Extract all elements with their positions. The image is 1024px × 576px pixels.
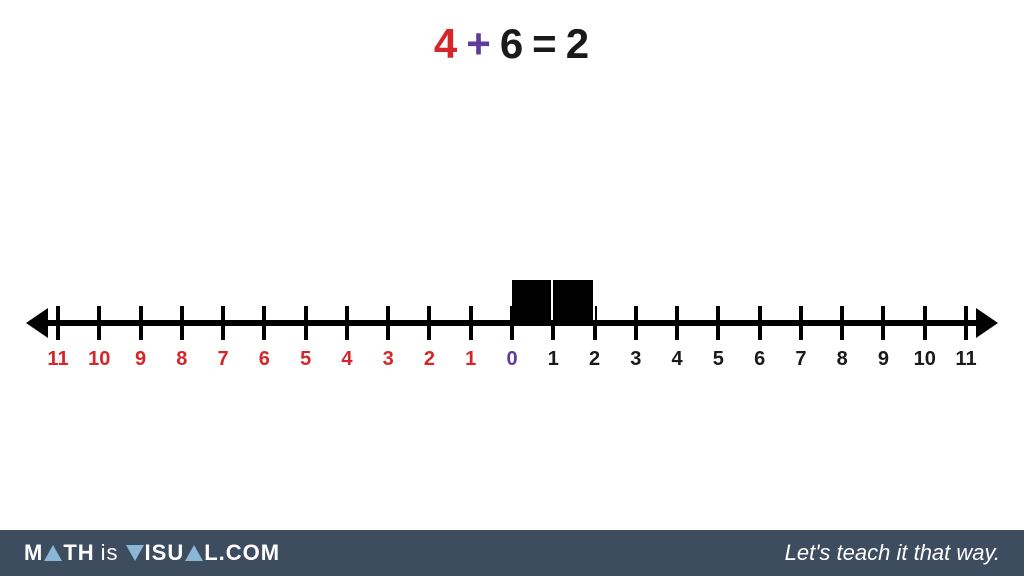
arrow-right-icon <box>976 308 998 338</box>
tick-label: 10 <box>914 348 936 371</box>
brand-logo: M TH is ISU L.COM <box>24 540 280 566</box>
tick-mark <box>716 306 720 340</box>
tick-mark <box>139 306 143 340</box>
tick-mark <box>840 306 844 340</box>
equation: 4+6=2 <box>0 20 1024 68</box>
triangle-up-icon <box>44 545 62 561</box>
equation-term: + <box>466 20 492 68</box>
tick-label: 8 <box>837 348 848 371</box>
tick-mark <box>427 306 431 340</box>
tick-label: 5 <box>300 348 311 371</box>
equation-term: = <box>532 20 558 68</box>
tick-mark <box>345 306 349 340</box>
tick-mark <box>262 306 266 340</box>
footer-bar: M TH is ISU L.COM Let's teach it that wa… <box>0 530 1024 576</box>
unit-block <box>553 280 594 320</box>
triangle-up2-icon <box>185 545 203 561</box>
number-line: 111098765432101234567891011 <box>40 270 984 390</box>
tick-label: 7 <box>218 348 229 371</box>
equation-term: 2 <box>566 20 590 68</box>
tick-label: 1 <box>548 348 559 371</box>
tick-label: 2 <box>589 348 600 371</box>
brand-lcom: L.COM <box>204 540 280 566</box>
equation-term: 4 <box>434 20 458 68</box>
tick-label: 5 <box>713 348 724 371</box>
brand-is: is <box>101 540 119 566</box>
unit-block <box>512 280 553 320</box>
tick-mark <box>180 306 184 340</box>
tick-label: 6 <box>259 348 270 371</box>
tick-label: 0 <box>506 348 517 371</box>
tick-label: 1 <box>465 348 476 371</box>
tick-label: 6 <box>754 348 765 371</box>
tick-mark <box>799 306 803 340</box>
tick-mark <box>758 306 762 340</box>
footer-tagline: Let's teach it that way. <box>785 540 1000 566</box>
tick-label: 2 <box>424 348 435 371</box>
tick-label: 3 <box>630 348 641 371</box>
tick-label: 4 <box>341 348 352 371</box>
tick-mark <box>964 306 968 340</box>
tick-label: 7 <box>795 348 806 371</box>
tick-label: 4 <box>672 348 683 371</box>
tick-mark <box>56 306 60 340</box>
tick-label: 9 <box>878 348 889 371</box>
tick-mark <box>469 306 473 340</box>
tick-mark <box>923 306 927 340</box>
tick-label: 9 <box>135 348 146 371</box>
brand-isu: ISU <box>145 540 185 566</box>
tick-label: 10 <box>88 348 110 371</box>
tick-mark <box>304 306 308 340</box>
tick-mark <box>881 306 885 340</box>
brand-m: M <box>24 540 43 566</box>
tick-label: 11 <box>47 348 68 371</box>
tick-mark <box>221 306 225 340</box>
equation-term: 6 <box>500 20 524 68</box>
tick-mark <box>634 306 638 340</box>
tick-mark <box>675 306 679 340</box>
brand-th: TH <box>63 540 94 566</box>
tick-mark <box>97 306 101 340</box>
tick-label: 3 <box>383 348 394 371</box>
arrow-left-icon <box>26 308 48 338</box>
triangle-down-icon <box>126 545 144 561</box>
tick-label: 11 <box>955 348 976 371</box>
tick-label: 8 <box>176 348 187 371</box>
tick-mark <box>386 306 390 340</box>
